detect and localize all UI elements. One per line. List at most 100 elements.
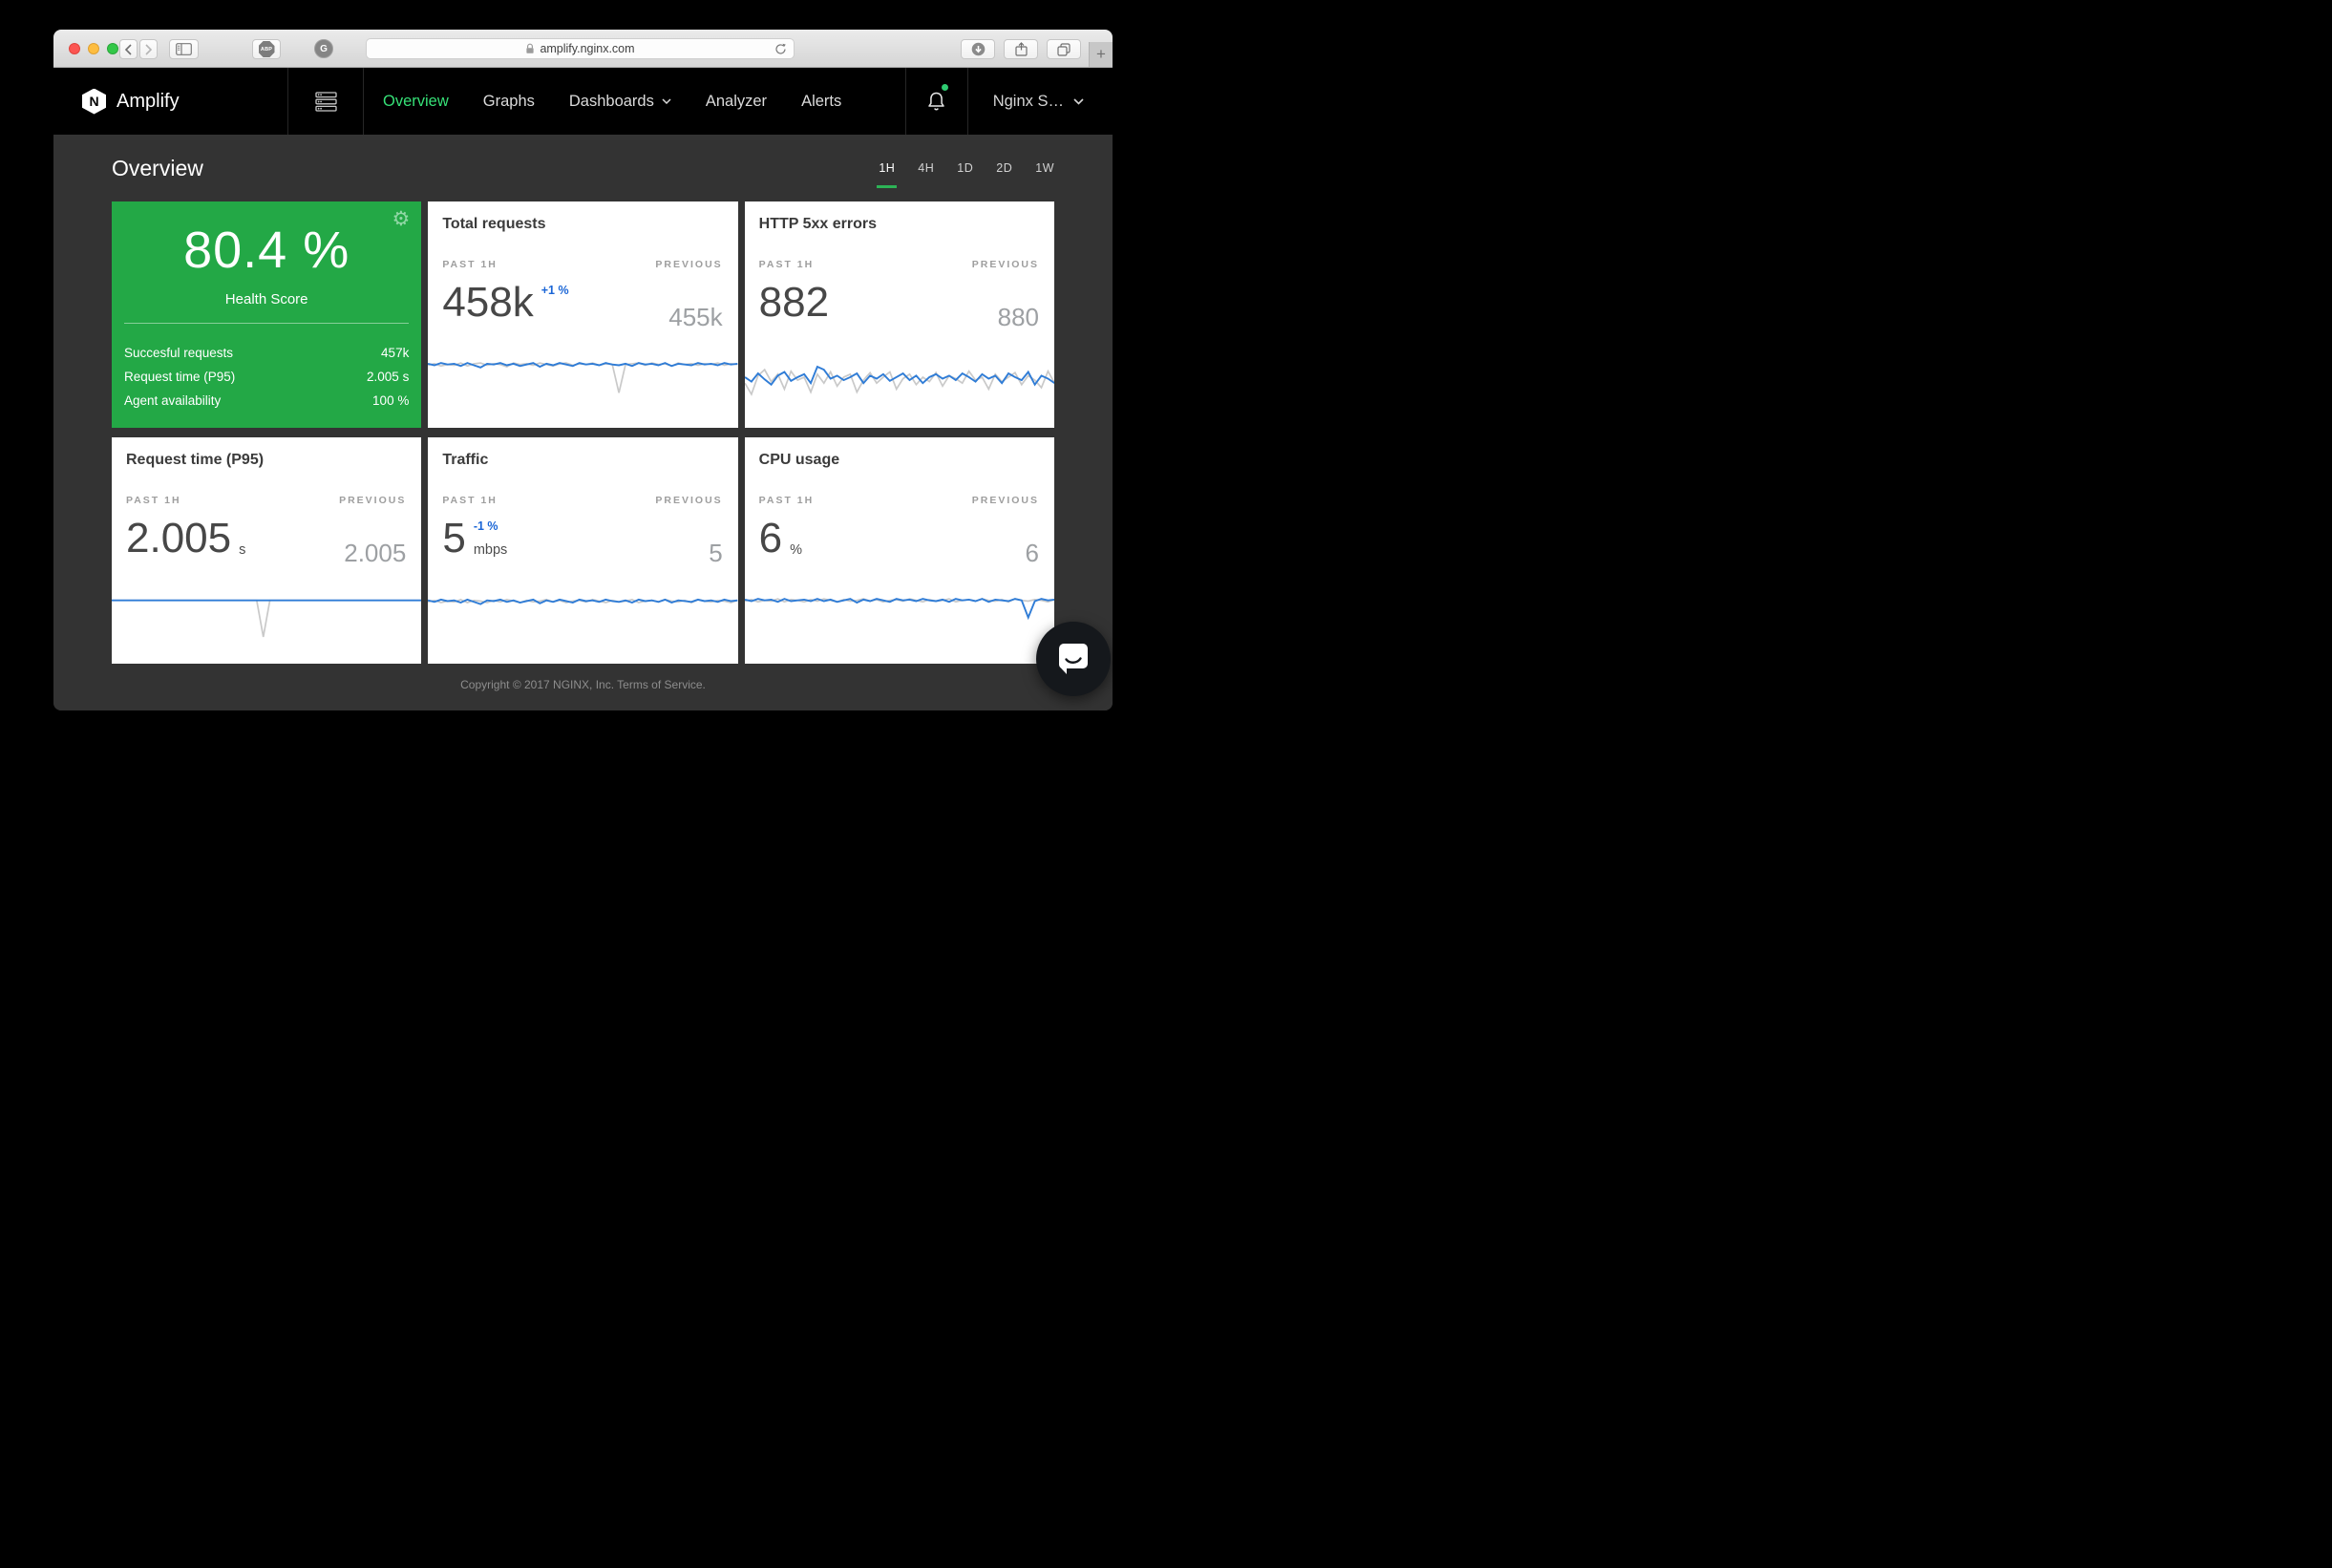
notification-dot	[941, 84, 948, 91]
gear-icon[interactable]: ⚙	[392, 207, 411, 230]
previous-value: 6	[1025, 539, 1039, 567]
chevron-down-icon	[1073, 97, 1084, 105]
ghostery-extension-button[interactable]: G	[314, 39, 333, 58]
nav-item-graphs[interactable]: Graphs	[482, 92, 535, 110]
browser-toolbar: ABP G amplify.nginx.com	[53, 30, 1113, 68]
past-label: PAST 1H	[758, 259, 815, 270]
request-time-sparkline	[112, 589, 421, 664]
brand-name: Amplify	[117, 90, 180, 112]
downloads-button[interactable]	[961, 39, 995, 59]
cpu-usage-card: CPU usage PAST 1H PREVIOUS 6 % 6	[744, 437, 1054, 664]
card-title: HTTP 5xx errors	[758, 216, 877, 232]
past-label: PAST 1H	[758, 495, 815, 506]
nav-item-analyzer[interactable]: Analyzer	[705, 92, 768, 110]
server-rack-icon	[314, 91, 337, 112]
previous-label: PREVIOUS	[971, 259, 1039, 270]
chat-bubble-icon	[1059, 644, 1088, 674]
metric-value: 458k	[442, 279, 534, 326]
reload-button[interactable]	[774, 43, 787, 55]
change-badge: -1 %	[473, 519, 498, 533]
nav-item-overview[interactable]: Overview	[383, 92, 449, 110]
browser-window: ABP G amplify.nginx.com	[53, 30, 1113, 710]
notifications-button[interactable]	[904, 68, 968, 135]
copyright-text: Copyright © 2017 NGINX, Inc.	[460, 678, 615, 691]
page-title: Overview	[112, 156, 203, 180]
lock-icon	[526, 43, 535, 53]
cards-grid: ⚙ 80.4 % Health Score Succesful requests…	[112, 201, 1054, 664]
time-range-1d[interactable]: 1D	[957, 160, 974, 175]
metric-value: 5	[442, 515, 466, 562]
past-label: PAST 1H	[442, 495, 498, 506]
time-range-4h[interactable]: 4H	[918, 160, 935, 175]
url-text: amplify.nginx.com	[540, 42, 635, 55]
previous-value: 5	[709, 539, 723, 567]
amplify-logo[interactable]: N Amplify	[53, 68, 288, 135]
share-button[interactable]	[1004, 39, 1038, 59]
cpu-usage-sparkline	[745, 589, 1054, 664]
chevron-left-icon	[124, 43, 132, 55]
overview-page: Overview 1H 4H 1D 2D 1W ⚙ 80.4 % Health …	[53, 135, 1113, 710]
time-range-1w[interactable]: 1W	[1035, 160, 1054, 175]
main-menu: Overview Graphs Dashboards Analyzer Aler…	[366, 68, 859, 135]
nav-item-alerts[interactable]: Alerts	[801, 92, 842, 110]
change-badge: +1 %	[541, 284, 569, 297]
previous-value: 2.005	[344, 539, 407, 567]
http-5xx-errors-card: HTTP 5xx errors PAST 1H PREVIOUS 882 880	[744, 201, 1054, 428]
metric-unit: s	[239, 542, 246, 558]
terms-of-service-link[interactable]: Terms of Service.	[617, 678, 706, 691]
adblock-extension-button[interactable]: ABP	[252, 39, 281, 59]
time-range-1h[interactable]: 1H	[877, 160, 898, 188]
metric-value: 882	[758, 279, 830, 326]
tabs-icon	[1057, 42, 1071, 56]
previous-label: PREVIOUS	[971, 495, 1039, 506]
nav-item-dashboards[interactable]: Dashboards	[552, 68, 689, 135]
zoom-window-button[interactable]	[107, 43, 118, 54]
show-tabs-button[interactable]	[1047, 39, 1081, 59]
share-icon	[1014, 42, 1028, 56]
sidebar-icon	[176, 43, 192, 55]
traffic-sparkline	[428, 589, 737, 664]
address-bar[interactable]: amplify.nginx.com	[366, 38, 795, 59]
footer: Copyright © 2017 NGINX, Inc. Terms of Se…	[53, 678, 1113, 691]
navbar-spacer	[859, 68, 904, 135]
adblock-icon: ABP	[258, 41, 275, 57]
chevron-down-icon	[662, 98, 671, 104]
health-score-label: Health Score	[224, 291, 308, 307]
total-requests-card: Total requests PAST 1H PREVIOUS 458k +1 …	[428, 201, 738, 428]
past-label: PAST 1H	[442, 259, 498, 270]
past-label: PAST 1H	[126, 495, 181, 506]
card-title: CPU usage	[758, 452, 840, 468]
metric-value: 2.005	[126, 515, 232, 562]
traffic-card: Traffic PAST 1H PREVIOUS 5 -1 % mbps	[428, 437, 738, 664]
bell-icon	[928, 92, 944, 110]
health-row-request-time: Request time (P95) 2.005 s	[124, 370, 410, 384]
health-row-successful-requests: Succesful requests 457k	[124, 346, 410, 360]
previous-label: PREVIOUS	[339, 495, 407, 506]
health-divider	[124, 323, 410, 324]
card-title: Total requests	[442, 216, 546, 232]
sidebar-toggle-button[interactable]	[169, 39, 199, 59]
metric-unit: mbps	[473, 542, 508, 558]
download-icon	[971, 42, 985, 56]
previous-label: PREVIOUS	[655, 259, 723, 270]
chevron-right-icon	[145, 43, 153, 55]
new-tab-button[interactable]: +	[1089, 42, 1113, 67]
systems-rack-button[interactable]	[288, 68, 364, 135]
request-time-card: Request time (P95) PAST 1H PREVIOUS 2.00…	[112, 437, 422, 664]
health-score-value: 80.4 %	[183, 222, 350, 279]
close-window-button[interactable]	[69, 43, 80, 54]
account-menu[interactable]: Nginx S…	[968, 68, 1113, 135]
screenshot-stage: ABP G amplify.nginx.com	[0, 0, 1166, 784]
previous-value: 455k	[668, 303, 723, 331]
chat-widget-button[interactable]	[1036, 622, 1111, 696]
forward-button[interactable]	[139, 39, 158, 59]
time-range-selector: 1H 4H 1D 2D 1W	[856, 160, 1054, 188]
minimize-window-button[interactable]	[88, 43, 99, 54]
app-navbar: N Amplify Overvi	[53, 68, 1113, 135]
card-title: Request time (P95)	[126, 452, 265, 468]
time-range-2d[interactable]: 2D	[996, 160, 1013, 175]
previous-label: PREVIOUS	[655, 495, 723, 506]
back-button[interactable]	[119, 39, 138, 59]
total-requests-sparkline	[428, 353, 737, 428]
account-name: Nginx S…	[992, 92, 1064, 110]
